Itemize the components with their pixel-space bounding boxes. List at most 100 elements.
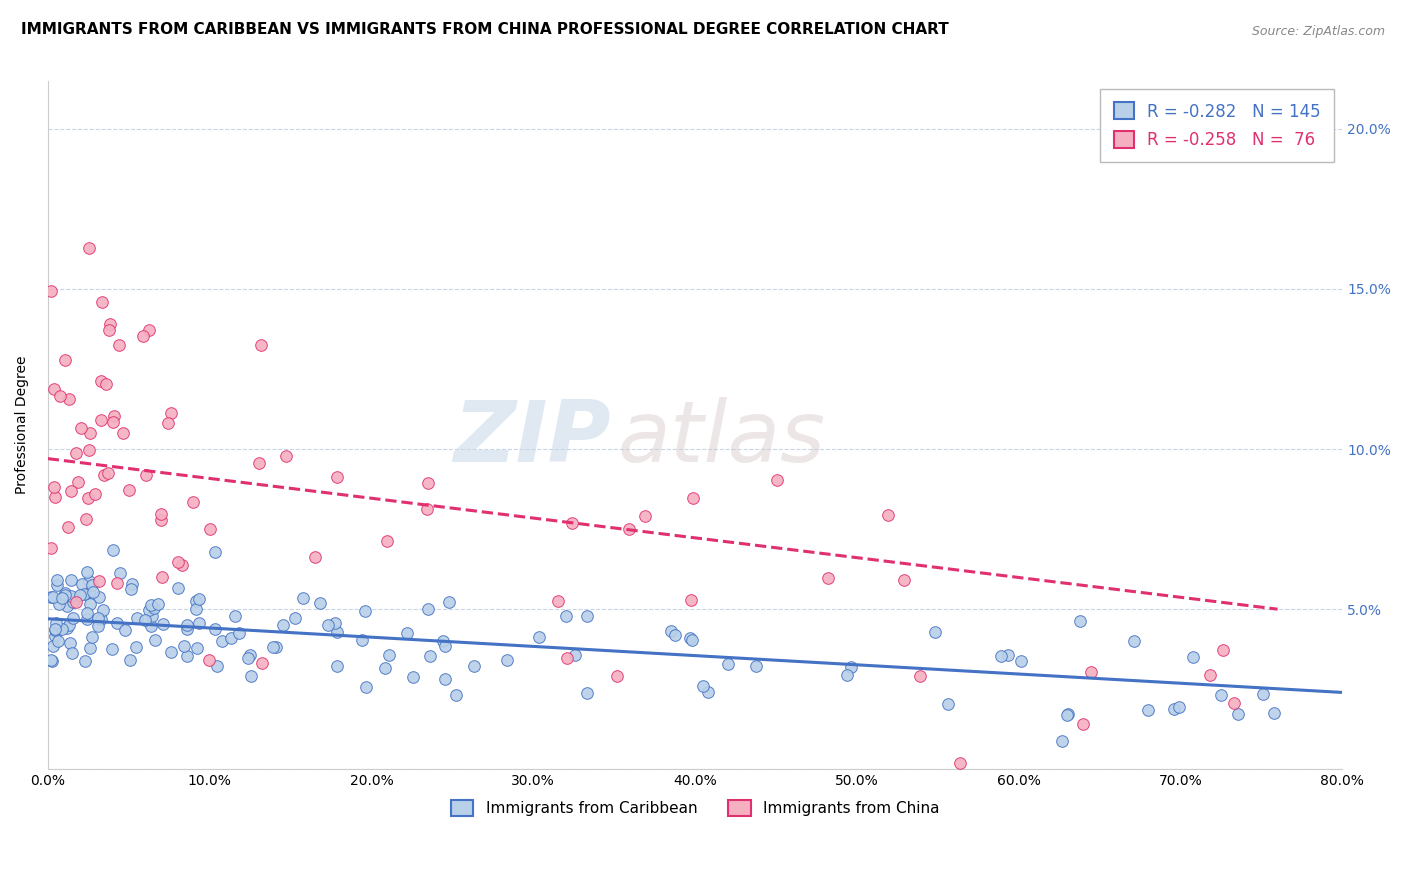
Point bbox=[148, 597, 170, 611]
Point bbox=[79, 426, 101, 441]
Point bbox=[374, 660, 396, 674]
Point bbox=[77, 442, 100, 457]
Point bbox=[41, 654, 63, 668]
Point bbox=[51, 622, 73, 636]
Point bbox=[141, 619, 163, 633]
Point bbox=[105, 575, 128, 590]
Point bbox=[184, 601, 207, 615]
Point bbox=[1010, 654, 1032, 668]
Legend: Immigrants from Caribbean, Immigrants from China: Immigrants from Caribbean, Immigrants fr… bbox=[443, 792, 948, 823]
Point bbox=[682, 491, 704, 505]
Point bbox=[416, 502, 439, 516]
Point bbox=[79, 641, 101, 656]
Point bbox=[84, 486, 107, 500]
Point bbox=[606, 669, 628, 683]
Point bbox=[354, 603, 377, 617]
Point bbox=[90, 613, 112, 627]
Point bbox=[39, 590, 62, 604]
Point bbox=[437, 594, 460, 608]
Point bbox=[141, 609, 163, 624]
Point bbox=[76, 612, 98, 626]
Point bbox=[377, 648, 399, 662]
Point bbox=[59, 574, 82, 588]
Point bbox=[247, 456, 270, 470]
Point bbox=[98, 318, 121, 332]
Point bbox=[1123, 633, 1146, 648]
Point bbox=[172, 558, 194, 573]
Point bbox=[617, 522, 640, 536]
Point bbox=[42, 590, 65, 604]
Point bbox=[250, 656, 273, 670]
Point bbox=[45, 616, 67, 631]
Point bbox=[817, 571, 839, 585]
Point bbox=[876, 508, 898, 522]
Point bbox=[527, 630, 550, 644]
Point bbox=[176, 617, 198, 632]
Point bbox=[48, 598, 70, 612]
Point bbox=[56, 599, 79, 614]
Point bbox=[352, 633, 374, 648]
Point bbox=[134, 614, 156, 628]
Point bbox=[1182, 649, 1205, 664]
Point bbox=[90, 413, 112, 427]
Point bbox=[139, 598, 162, 612]
Text: Source: ZipAtlas.com: Source: ZipAtlas.com bbox=[1251, 25, 1385, 38]
Point bbox=[59, 589, 82, 603]
Point bbox=[49, 389, 72, 403]
Point bbox=[837, 668, 859, 682]
Point bbox=[681, 632, 703, 647]
Point bbox=[142, 601, 165, 615]
Point bbox=[325, 625, 347, 640]
Point bbox=[176, 649, 198, 664]
Point bbox=[105, 616, 128, 631]
Point bbox=[77, 241, 100, 255]
Point bbox=[44, 480, 66, 494]
Point bbox=[87, 619, 110, 633]
Y-axis label: Professional Degree: Professional Degree bbox=[15, 356, 30, 494]
Point bbox=[564, 648, 586, 662]
Point bbox=[93, 467, 115, 482]
Point bbox=[44, 629, 66, 643]
Point bbox=[325, 659, 347, 673]
Point bbox=[547, 593, 569, 607]
Point bbox=[1226, 706, 1249, 721]
Point bbox=[284, 611, 307, 625]
Point bbox=[42, 382, 65, 396]
Point bbox=[58, 392, 80, 406]
Point bbox=[308, 596, 330, 610]
Point bbox=[416, 601, 439, 615]
Point bbox=[125, 640, 148, 655]
Point bbox=[44, 622, 66, 636]
Point bbox=[45, 577, 67, 591]
Point bbox=[240, 669, 263, 683]
Point bbox=[42, 639, 65, 653]
Point bbox=[56, 519, 79, 533]
Point bbox=[198, 522, 221, 536]
Point bbox=[659, 624, 682, 639]
Point bbox=[62, 646, 84, 660]
Point bbox=[90, 374, 112, 388]
Point bbox=[143, 633, 166, 648]
Point bbox=[108, 566, 131, 580]
Point bbox=[893, 573, 915, 587]
Point bbox=[575, 686, 598, 700]
Point bbox=[204, 622, 226, 636]
Point bbox=[135, 468, 157, 483]
Point bbox=[60, 484, 83, 499]
Point bbox=[69, 588, 91, 602]
Point bbox=[181, 494, 204, 508]
Point bbox=[167, 582, 190, 596]
Point bbox=[1167, 699, 1189, 714]
Point bbox=[1223, 697, 1246, 711]
Point bbox=[211, 634, 233, 648]
Point bbox=[1050, 733, 1073, 747]
Point bbox=[924, 625, 946, 640]
Text: atlas: atlas bbox=[617, 397, 825, 480]
Point bbox=[107, 338, 129, 352]
Point bbox=[149, 513, 172, 527]
Point bbox=[51, 591, 73, 606]
Point bbox=[44, 490, 66, 504]
Point bbox=[39, 652, 62, 666]
Point bbox=[127, 611, 149, 625]
Point bbox=[39, 284, 62, 298]
